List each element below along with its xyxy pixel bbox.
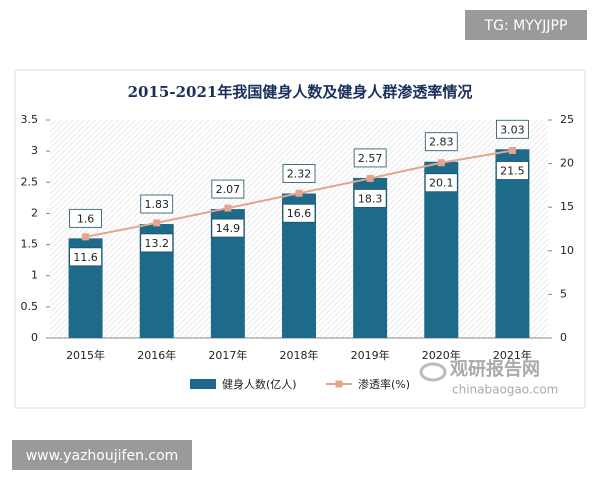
logo: 观研报告网 bbox=[450, 358, 540, 380]
y2-tick-label: 20 bbox=[560, 157, 574, 170]
data-label-box bbox=[424, 173, 458, 193]
data-label: 11.6 bbox=[73, 251, 98, 264]
watermark: www.yazhoujifen.com bbox=[26, 448, 179, 464]
data-label: 3.03 bbox=[500, 123, 525, 136]
y-tick-label: 1 bbox=[31, 269, 38, 282]
y2-tick-label: 25 bbox=[560, 113, 574, 126]
legend-label: 健身人数(亿人) bbox=[222, 377, 297, 391]
watermark-box bbox=[465, 10, 587, 40]
data-label-box bbox=[282, 203, 316, 223]
data-label: 2.07 bbox=[216, 183, 241, 196]
y2-tick-label: 10 bbox=[560, 244, 574, 257]
marker bbox=[437, 159, 445, 167]
y2-tick-label: 15 bbox=[560, 200, 574, 213]
data-label: 1.6 bbox=[77, 212, 95, 225]
y-tick-label: 2 bbox=[31, 206, 38, 219]
data-label-box bbox=[424, 132, 458, 152]
watermark: TG: MYYJJPP bbox=[484, 18, 568, 34]
legend-label: 渗透率(%) bbox=[358, 377, 410, 391]
marker bbox=[508, 147, 516, 155]
data-label: 13.2 bbox=[144, 237, 169, 250]
y-tick-label: 0.5 bbox=[21, 300, 39, 313]
marker bbox=[224, 204, 232, 212]
y-tick-label: 3 bbox=[31, 144, 38, 157]
x-tick-label: 2015年 bbox=[66, 348, 105, 362]
x-tick-label: 2016年 bbox=[137, 348, 176, 362]
data-label-box bbox=[140, 194, 174, 214]
data-label-box bbox=[353, 148, 387, 168]
data-label: 1.83 bbox=[144, 198, 169, 211]
y-tick-label: 1.5 bbox=[21, 238, 39, 251]
data-label-box bbox=[496, 119, 529, 139]
x-tick-label: 2018年 bbox=[280, 348, 319, 362]
watermark-box bbox=[12, 440, 192, 470]
x-tick-label: 2021年 bbox=[493, 348, 532, 362]
data-label-box bbox=[282, 164, 316, 183]
x-tick-label: 2019年 bbox=[351, 348, 390, 362]
data-label: 21.5 bbox=[500, 165, 525, 178]
data-label-box bbox=[211, 218, 245, 238]
logo-url: chinabaogao.com bbox=[452, 383, 558, 397]
data-label-box bbox=[69, 247, 102, 267]
marker bbox=[295, 189, 303, 197]
logo-icon bbox=[419, 362, 447, 382]
data-label: 20.1 bbox=[429, 177, 454, 190]
bar bbox=[495, 149, 530, 338]
y2-tick-label: 5 bbox=[560, 287, 567, 300]
legend-marker bbox=[335, 380, 343, 388]
data-label: 18.3 bbox=[358, 192, 383, 205]
marker bbox=[153, 219, 161, 227]
x-tick-label: 2020年 bbox=[422, 348, 461, 362]
data-label-box bbox=[140, 233, 174, 253]
marker bbox=[82, 233, 90, 241]
data-label-box bbox=[353, 189, 387, 208]
x-tick-label: 2017年 bbox=[208, 348, 247, 362]
data-label: 16.6 bbox=[287, 207, 312, 220]
legend-swatch bbox=[190, 379, 216, 389]
marker bbox=[366, 174, 374, 182]
data-label-box bbox=[211, 179, 245, 199]
data-label-box bbox=[496, 161, 529, 180]
y-tick-label: 3.5 bbox=[21, 113, 39, 126]
data-label: 2.32 bbox=[287, 167, 312, 180]
data-label: 14.9 bbox=[216, 222, 241, 235]
chart-title: 2015-2021年我国健身人数及健身人群渗透率情况 bbox=[128, 83, 473, 101]
y-tick-label: 0 bbox=[31, 331, 38, 344]
y2-tick-label: 0 bbox=[560, 331, 567, 344]
data-label-box bbox=[69, 208, 102, 228]
data-label: 2.83 bbox=[429, 136, 454, 149]
y-tick-label: 2.5 bbox=[21, 175, 39, 188]
data-label: 2.57 bbox=[358, 152, 383, 165]
